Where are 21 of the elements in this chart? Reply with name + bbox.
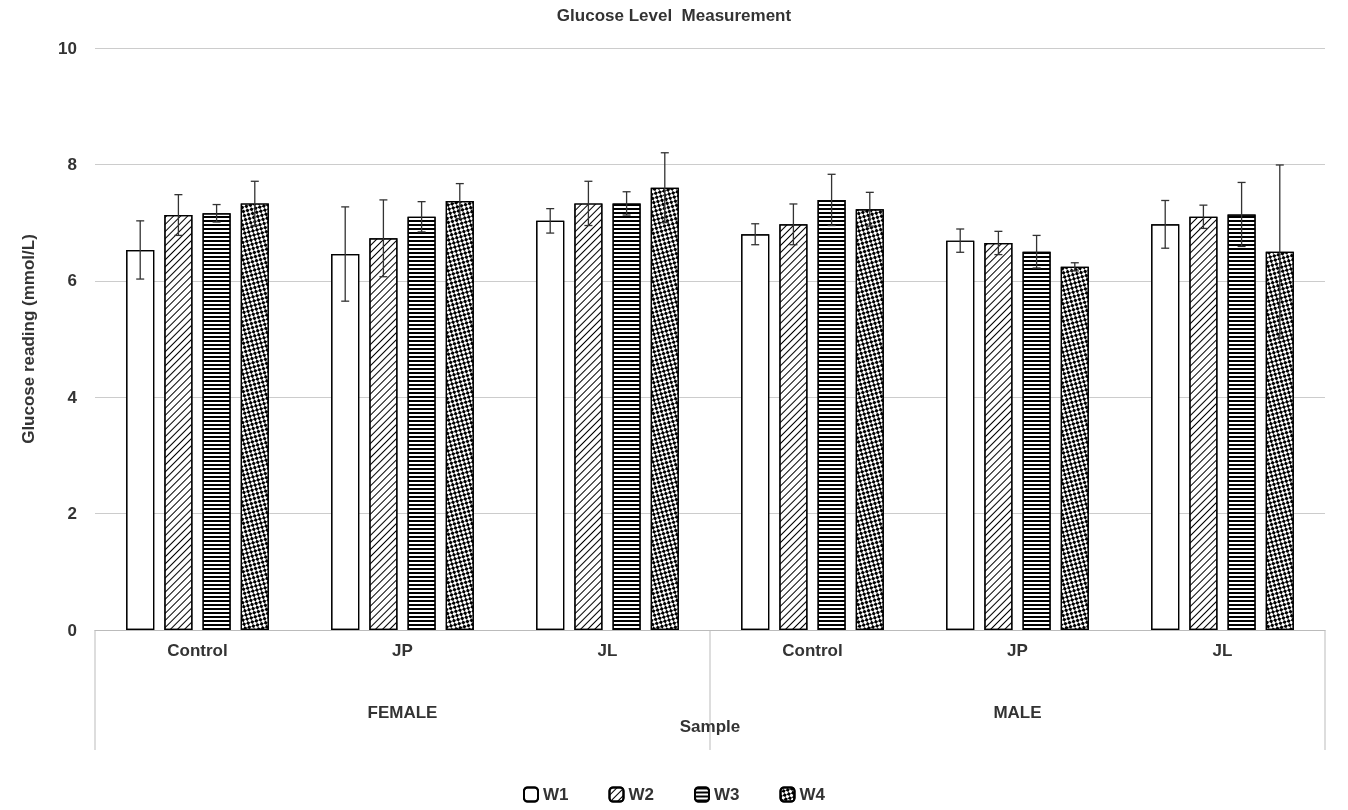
y-tick-label: 0 [67,620,77,640]
x-tick-label: JP [392,641,413,660]
y-tick-label: 10 [58,38,77,58]
y-axis-title: Glucose reading (mmol/L) [19,234,38,444]
text: FEMALE [367,702,438,722]
legend-label: W1 [543,785,569,804]
legend-label: W4 [799,785,826,804]
y-tick-label: 8 [67,154,77,174]
legend-label: W2 [628,785,654,804]
x-tick-label: Control [167,641,228,660]
chart-title: Glucose Level Measurement [556,6,792,25]
x-tick-label: JL [1212,641,1233,660]
text: MALE [993,702,1042,722]
x-tick-label: JP [1007,641,1028,660]
y-tick-label: 2 [67,504,77,524]
x-tick-label: JL [597,641,618,660]
x-axis-title: Sample [679,717,741,736]
y-tick-label: 6 [67,271,77,291]
y-tick-label: 4 [67,387,78,407]
legend-label: W3 [714,785,740,804]
x-tick-label: Control [782,641,843,660]
